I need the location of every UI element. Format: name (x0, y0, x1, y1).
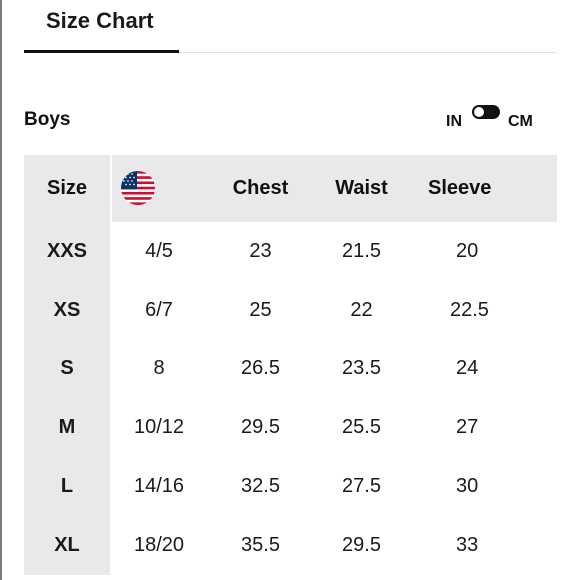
sleeve-cell: 33 (456, 533, 479, 556)
unit-cm-label: CM (508, 113, 533, 130)
us-size-cell: 8 (153, 357, 165, 380)
header-chest: Chest (206, 155, 315, 222)
us-size-cell: 4/5 (145, 239, 173, 262)
size-cell: L (24, 457, 112, 516)
us-flag-icon (121, 170, 155, 205)
section-title: Boys (24, 109, 71, 130)
size-cell: XS (24, 280, 112, 340)
us-size-cell: 6/7 (145, 298, 173, 321)
table-header-row: Size (24, 155, 557, 222)
switch-knob (474, 107, 484, 117)
size-cell: XL (24, 515, 112, 575)
table-row: XXS 4/5 23 21.5 20 (24, 222, 557, 281)
table-row: XL 18/20 35.5 29.5 33 (24, 515, 557, 575)
us-size-cell: 10/12 (133, 416, 185, 439)
sleeve-cell: 30 (456, 475, 479, 498)
size-cell: M (24, 398, 112, 458)
size-chart-table: Size (24, 155, 558, 575)
unit-switch[interactable] (472, 105, 500, 119)
sleeve-cell: 27 (456, 416, 479, 439)
table-row: S 8 26.5 23.5 24 (24, 339, 557, 399)
us-size-cell: 18/20 (133, 533, 185, 556)
header-us (111, 155, 206, 222)
active-tab-indicator (24, 50, 179, 53)
table-row: XS 6/7 25 22 22.5 (24, 280, 557, 340)
unit-toggle: IN CM (446, 104, 546, 134)
waist-cell: 22 (350, 298, 373, 321)
sleeve-cell: 22.5 (450, 298, 489, 321)
waist-cell: 27.5 (342, 475, 381, 498)
chest-cell: 29.5 (241, 416, 280, 439)
us-size-cell: 14/16 (133, 475, 185, 498)
table-row: M 10/12 29.5 25.5 27 (24, 398, 557, 458)
sleeve-cell: 20 (456, 239, 479, 262)
waist-cell: 25.5 (342, 416, 381, 439)
waist-cell: 23.5 (342, 357, 381, 380)
chest-cell: 23 (249, 239, 272, 262)
tab-size-chart[interactable]: Size Chart (24, 0, 179, 53)
size-cell: S (24, 339, 112, 399)
chest-cell: 25 (249, 298, 272, 321)
left-border (0, 0, 2, 580)
tab-bar: Size Chart (24, 0, 557, 53)
chest-cell: 35.5 (241, 533, 280, 556)
unit-in-label: IN (446, 113, 462, 130)
header-waist: Waist (315, 155, 408, 222)
chest-cell: 32.5 (241, 475, 280, 498)
header-size: Size (24, 155, 112, 222)
chest-cell: 26.5 (241, 357, 280, 380)
waist-cell: 29.5 (342, 533, 381, 556)
sleeve-cell: 24 (456, 357, 479, 380)
tab-size-chart-label: Size Chart (46, 8, 154, 33)
header-sleeve: Sleeve (408, 155, 557, 222)
table-row: L 14/16 32.5 27.5 30 (24, 457, 557, 516)
waist-cell: 21.5 (342, 239, 381, 262)
size-cell: XXS (24, 222, 112, 281)
